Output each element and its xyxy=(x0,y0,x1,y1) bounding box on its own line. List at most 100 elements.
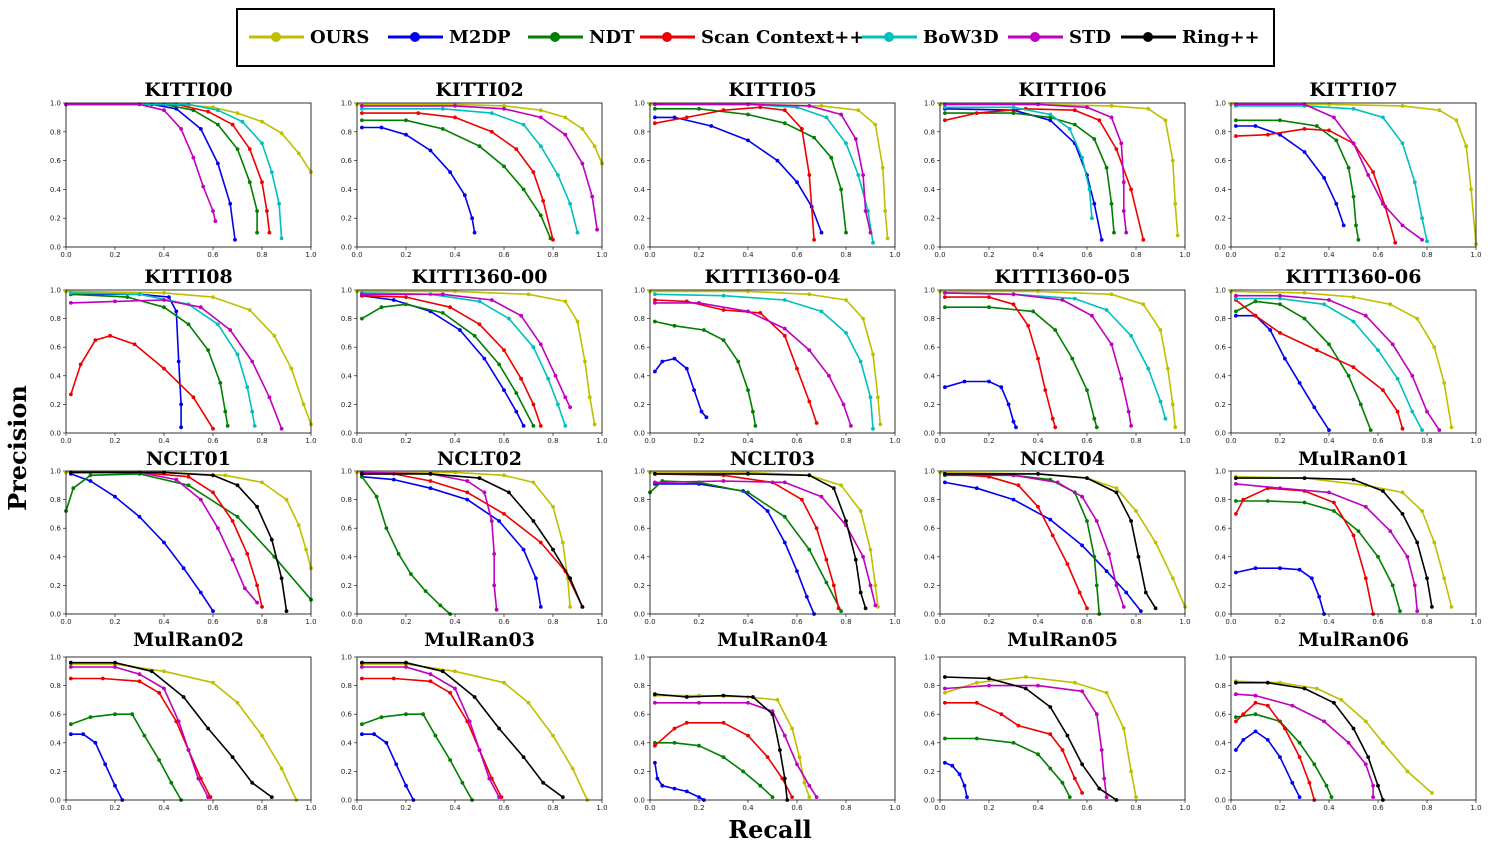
series-line-kitti360-00-ndt xyxy=(361,303,535,427)
point-nclt01-scan-contextplusplus-2 xyxy=(186,474,191,479)
point-mulran05-ringplusplus-1 xyxy=(987,676,991,681)
series-line-nclt01-m2dp xyxy=(70,473,214,612)
series-line-mulran02-std xyxy=(70,666,209,798)
point-kitti06-scan-contextplusplus-1 xyxy=(974,111,979,115)
point-kitti360-06-bow3d-3 xyxy=(1351,319,1356,324)
point-nclt03-scan-contextplusplus-6 xyxy=(831,583,836,588)
series-line-nclt04-m2dp xyxy=(944,481,1142,612)
point-mulran03-scan-contextplusplus-2 xyxy=(428,679,433,684)
panel-frame-kitti08 xyxy=(65,289,312,434)
point-nclt02-ringplusplus-2 xyxy=(477,476,482,480)
point-kitti06-ndt-6 xyxy=(1109,201,1114,206)
point-kitti360-00-bow3d-3 xyxy=(507,316,511,321)
series-line-kitti360-00-std xyxy=(361,293,571,408)
series-line-mulran02-scan-contextplusplus xyxy=(70,677,212,798)
point-mulran01-scan-contextplusplus-5 xyxy=(1351,533,1356,538)
y-tick-label-mulran06-2: 0.4 xyxy=(1215,739,1227,747)
point-kitti05-m2dp-5 xyxy=(795,180,799,185)
x-tick-label-kitti05-1: 0.2 xyxy=(693,251,704,259)
series-line-mulran01-m2dp xyxy=(1235,567,1325,615)
x-tick-label-mulran05-4: 0.8 xyxy=(1130,804,1141,812)
point-kitti08-bow3d-0 xyxy=(69,291,73,295)
series-kitti360-05-ours xyxy=(938,289,1178,430)
point-nclt04-ringplusplus-2 xyxy=(1085,476,1089,480)
y-tick-label-mulran04-5: 1.0 xyxy=(634,654,645,662)
point-mulran01-ndt-5 xyxy=(1376,554,1380,559)
point-kitti06-ours-5 xyxy=(1170,158,1175,163)
y-tick-label-mulran04-2: 0.4 xyxy=(634,739,646,747)
point-mulran04-std-3 xyxy=(770,709,775,714)
legend-marker-m2dp xyxy=(410,32,420,42)
series-mulran05-ours xyxy=(943,675,1138,799)
point-kitti06-std-5 xyxy=(1121,180,1126,185)
series-line-kitti360-06-scan-contextplusplus xyxy=(1235,299,1404,429)
point-nclt02-ndt-3 xyxy=(396,552,401,556)
point-mulran05-ringplusplus-4 xyxy=(1065,733,1070,738)
y-tick-label-kitti360-00-3: 0.6 xyxy=(341,344,353,352)
series-line-mulran01-ringplusplus xyxy=(1235,477,1433,608)
point-kitti02-ours-5 xyxy=(580,126,585,131)
series-line-kitti360-05-std xyxy=(944,292,1132,427)
point-mulran05-ndt-5 xyxy=(1060,780,1065,785)
point-mulran05-ours-5 xyxy=(1121,726,1126,731)
point-kitti02-scan-contextplusplus-4 xyxy=(514,147,519,152)
point-nclt01-std-7 xyxy=(255,600,259,605)
point-kitti07-m2dp-3 xyxy=(1302,150,1307,154)
point-kitti360-00-scan-contextplusplus-2 xyxy=(448,305,452,310)
series-line-nclt03-ringplusplus xyxy=(654,473,867,609)
point-mulran05-scan-contextplusplus-2 xyxy=(999,712,1004,717)
y-tick-label-kitti360-05-3: 0.6 xyxy=(924,344,936,352)
y-tick-label-mulran06-5: 1.0 xyxy=(1215,654,1226,662)
panel-frame-mulran01 xyxy=(1230,470,1477,615)
point-kitti07-scan-contextplusplus-3 xyxy=(1327,128,1331,133)
series-kitti06-ours xyxy=(938,102,1180,238)
series-line-kitti360-04-m2dp xyxy=(654,357,708,418)
point-nclt04-std-7 xyxy=(1121,605,1126,609)
series-line-mulran05-ringplusplus xyxy=(944,676,1117,801)
point-kitti00-std-2 xyxy=(162,108,166,113)
point-kitti360-05-ours-7 xyxy=(1173,425,1178,430)
point-kitti360-04-ndt-4 xyxy=(736,359,741,364)
point-kitti360-00-scan-contextplusplus-7 xyxy=(538,424,543,428)
point-kitti00-ndt-5 xyxy=(247,180,252,185)
x-tick-label-kitti00-1: 0.2 xyxy=(109,251,120,259)
point-kitti00-ndt-7 xyxy=(255,230,259,235)
series-mulran06-ndt xyxy=(1234,712,1334,799)
point-kitti06-m2dp-2 xyxy=(1048,118,1053,123)
x-tick-label-nclt03-0: 0.0 xyxy=(644,618,655,626)
point-nclt02-ours-2 xyxy=(502,473,506,478)
point-kitti360-04-bow3d-0 xyxy=(653,292,657,297)
point-mulran04-scan-contextplusplus-2 xyxy=(684,720,689,725)
point-kitti360-05-std-3 xyxy=(1090,313,1094,318)
point-mulran04-std-5 xyxy=(795,762,799,767)
series-nclt01-std xyxy=(69,470,259,605)
point-kitti07-scan-contextplusplus-7 xyxy=(1393,240,1398,245)
point-kitti05-ours-2 xyxy=(819,104,824,108)
point-mulran05-ndt-0 xyxy=(943,736,947,741)
point-kitti360-06-ndt-4 xyxy=(1327,342,1331,347)
point-nclt04-ringplusplus-5 xyxy=(1136,554,1141,559)
point-kitti00-m2dp-3 xyxy=(198,126,203,131)
point-mulran06-m2dp-3 xyxy=(1265,738,1270,742)
point-kitti05-scan-contextplusplus-6 xyxy=(807,173,812,177)
point-kitti05-ours-7 xyxy=(885,236,890,241)
point-kitti02-bow3d-4 xyxy=(538,144,543,149)
point-mulran06-scan-contextplusplus-4 xyxy=(1283,726,1287,731)
panel-title-nclt01: NCLT01 xyxy=(146,448,231,470)
point-kitti360-06-ours-2 xyxy=(1351,295,1356,299)
point-mulran01-std-1 xyxy=(1278,486,1282,491)
point-nclt01-ringplusplus-4 xyxy=(255,504,259,509)
point-mulran02-m2dp-4 xyxy=(113,783,117,788)
x-tick-label-nclt02-2: 0.4 xyxy=(449,618,461,626)
x-tick-label-mulran02-3: 0.6 xyxy=(207,804,219,812)
series-kitti360-00-ours xyxy=(355,289,597,427)
point-nclt03-std-7 xyxy=(873,603,878,608)
point-mulran06-ndt-3 xyxy=(1297,740,1302,745)
point-kitti07-scan-contextplusplus-0 xyxy=(1234,134,1238,139)
point-kitti08-scan-contextplusplus-0 xyxy=(69,392,73,397)
x-tick-label-nclt02-1: 0.2 xyxy=(400,618,411,626)
point-kitti360-04-bow3d-4 xyxy=(844,331,848,335)
x-tick-label-kitti08-3: 0.6 xyxy=(207,437,219,445)
point-kitti360-06-std-5 xyxy=(1410,373,1415,378)
point-kitti360-06-ours-4 xyxy=(1415,316,1420,321)
